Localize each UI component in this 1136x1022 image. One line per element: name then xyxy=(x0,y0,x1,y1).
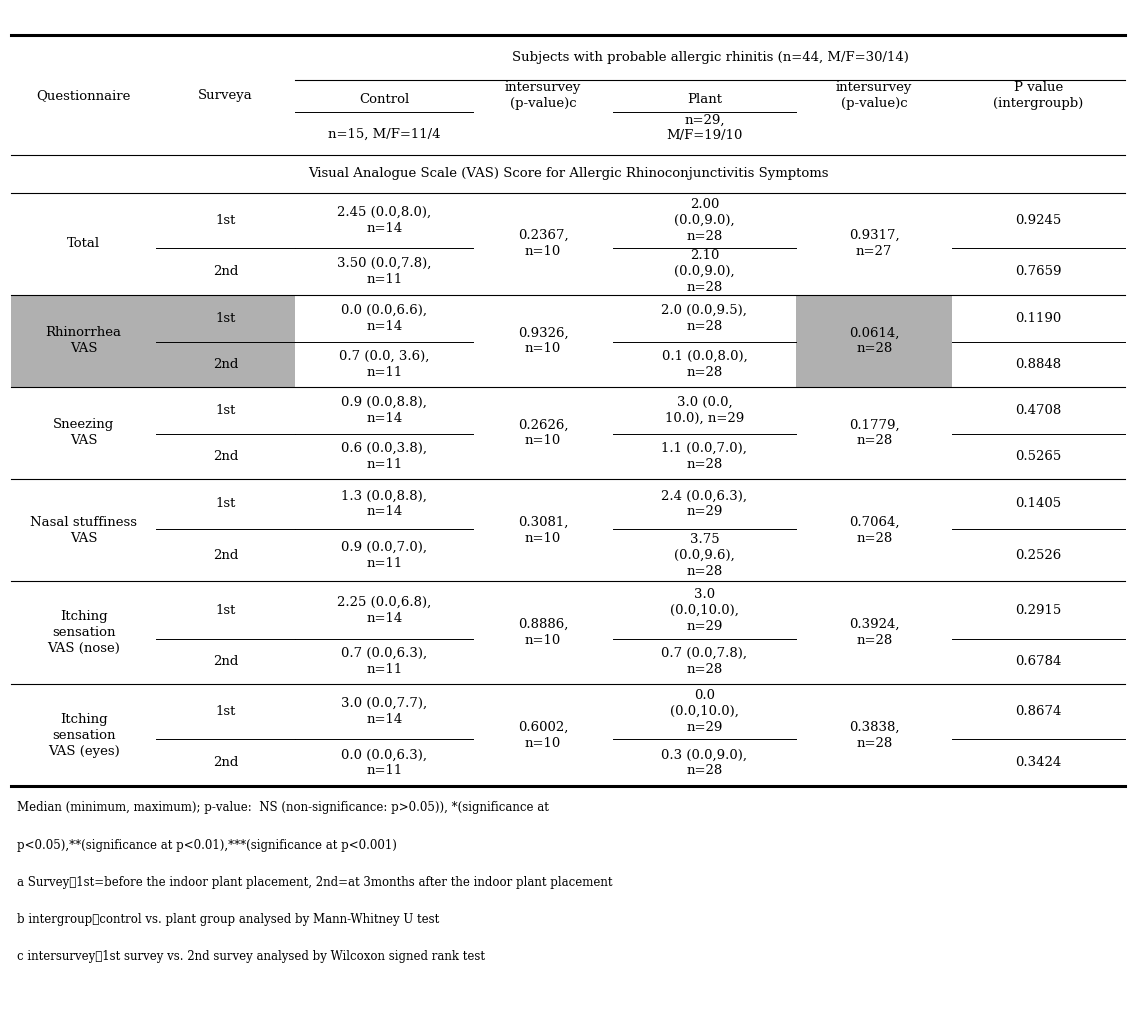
Text: 0.0614,
n=28: 0.0614, n=28 xyxy=(849,326,900,356)
Bar xyxy=(11,295,156,342)
Text: Control: Control xyxy=(359,93,409,106)
Text: 2nd: 2nd xyxy=(212,358,239,371)
Text: 1.1 (0.0,7.0),
n=28: 1.1 (0.0,7.0), n=28 xyxy=(661,443,747,471)
Text: 3.0 (0.0,
10.0), n=29: 3.0 (0.0, 10.0), n=29 xyxy=(665,397,744,425)
Text: Surveya: Surveya xyxy=(199,89,253,102)
Text: 3.75
(0.0,9.6),
n=28: 3.75 (0.0,9.6), n=28 xyxy=(674,532,735,577)
Text: n=29,
M/F=19/10: n=29, M/F=19/10 xyxy=(666,113,743,142)
Text: n=15, M/F=11/4: n=15, M/F=11/4 xyxy=(328,128,441,140)
Text: 0.9245: 0.9245 xyxy=(1016,214,1061,227)
Text: Questionnaire: Questionnaire xyxy=(36,89,131,102)
Text: 0.2367,
n=10: 0.2367, n=10 xyxy=(518,229,568,259)
Text: Nasal stuffiness
VAS: Nasal stuffiness VAS xyxy=(31,516,137,545)
Text: 2nd: 2nd xyxy=(212,450,239,463)
Bar xyxy=(156,295,295,342)
Text: 2.45 (0.0,8.0),
n=14: 2.45 (0.0,8.0), n=14 xyxy=(337,205,432,235)
Text: 0.4708: 0.4708 xyxy=(1016,404,1061,417)
Text: 3.50 (0.0,7.8),
n=11: 3.50 (0.0,7.8), n=11 xyxy=(337,257,432,286)
Text: 2nd: 2nd xyxy=(212,549,239,562)
Text: 0.3838,
n=28: 0.3838, n=28 xyxy=(849,721,900,750)
Text: 3.0 (0.0,7.7),
n=14: 3.0 (0.0,7.7), n=14 xyxy=(341,697,427,726)
Text: 0.7 (0.0,6.3),
n=11: 0.7 (0.0,6.3), n=11 xyxy=(341,647,427,677)
Bar xyxy=(156,342,295,387)
Text: 2nd: 2nd xyxy=(212,265,239,278)
Text: Itching
sensation
VAS (eyes): Itching sensation VAS (eyes) xyxy=(48,712,119,757)
Text: p<0.05),**(significance at p<0.01),***(significance at p<0.001): p<0.05),**(significance at p<0.01),***(s… xyxy=(17,838,396,851)
Text: 0.2526: 0.2526 xyxy=(1016,549,1061,562)
Text: 0.5265: 0.5265 xyxy=(1016,450,1061,463)
Text: 0.1 (0.0,8.0),
n=28: 0.1 (0.0,8.0), n=28 xyxy=(661,351,747,379)
Text: 2.0 (0.0,9.5),
n=28: 2.0 (0.0,9.5), n=28 xyxy=(661,305,747,333)
Text: 2nd: 2nd xyxy=(212,655,239,668)
Text: 0.7 (0.0,7.8),
n=28: 0.7 (0.0,7.8), n=28 xyxy=(661,647,747,677)
Bar xyxy=(11,342,156,387)
Text: 0.8886,
n=10: 0.8886, n=10 xyxy=(518,618,568,647)
Text: 0.3424: 0.3424 xyxy=(1016,756,1061,770)
Text: 2.10
(0.0,9.0),
n=28: 2.10 (0.0,9.0), n=28 xyxy=(674,248,735,294)
Text: 3.0
(0.0,10.0),
n=29: 3.0 (0.0,10.0), n=29 xyxy=(670,588,738,633)
Text: 0.3 (0.0,9.0),
n=28: 0.3 (0.0,9.0), n=28 xyxy=(661,748,747,778)
Text: Sneezing
VAS: Sneezing VAS xyxy=(53,418,115,448)
Text: 2nd: 2nd xyxy=(212,756,239,770)
Text: 1st: 1st xyxy=(216,705,236,718)
Text: 0.7064,
n=28: 0.7064, n=28 xyxy=(849,516,900,545)
Text: 0.6 (0.0,3.8),
n=11: 0.6 (0.0,3.8), n=11 xyxy=(341,443,427,471)
Text: Itching
sensation
VAS (nose): Itching sensation VAS (nose) xyxy=(48,610,120,655)
Text: 0.9326,
n=10: 0.9326, n=10 xyxy=(518,326,568,356)
Text: 0.6784: 0.6784 xyxy=(1016,655,1061,668)
Text: Plant: Plant xyxy=(687,93,721,106)
Text: 2.25 (0.0,6.8),
n=14: 2.25 (0.0,6.8), n=14 xyxy=(337,596,432,624)
Text: P value
(intergroupb): P value (intergroupb) xyxy=(993,81,1084,109)
Text: 0.8848: 0.8848 xyxy=(1016,358,1061,371)
Text: 1st: 1st xyxy=(216,604,236,617)
Text: Visual Analogue Scale (VAS) Score for Allergic Rhinoconjunctivitis Symptoms: Visual Analogue Scale (VAS) Score for Al… xyxy=(308,168,828,181)
Text: 1st: 1st xyxy=(216,312,236,325)
Text: 1.3 (0.0,8.8),
n=14: 1.3 (0.0,8.8), n=14 xyxy=(342,490,427,518)
Text: 0.7 (0.0, 3.6),
n=11: 0.7 (0.0, 3.6), n=11 xyxy=(340,351,429,379)
Text: 1st: 1st xyxy=(216,498,236,510)
Text: 0.2626,
n=10: 0.2626, n=10 xyxy=(518,418,568,448)
Text: 0.1779,
n=28: 0.1779, n=28 xyxy=(849,418,900,448)
Text: intersurvey
(p-value)c: intersurvey (p-value)c xyxy=(504,81,582,109)
Text: intersurvey
(p-value)c: intersurvey (p-value)c xyxy=(836,81,912,109)
Text: 0.9 (0.0,8.8),
n=14: 0.9 (0.0,8.8), n=14 xyxy=(342,397,427,425)
Text: 1st: 1st xyxy=(216,214,236,227)
Text: 0.0 (0.0,6.6),
n=14: 0.0 (0.0,6.6), n=14 xyxy=(341,305,427,333)
Text: 0.1405: 0.1405 xyxy=(1016,498,1061,510)
Text: 0.1190: 0.1190 xyxy=(1016,312,1061,325)
Text: 0.9317,
n=27: 0.9317, n=27 xyxy=(849,229,900,259)
Text: a Survey：1st=before the indoor plant placement, 2nd=at 3months after the indoor : a Survey：1st=before the indoor plant pla… xyxy=(17,876,612,888)
Bar xyxy=(796,295,952,342)
Text: 0.8674: 0.8674 xyxy=(1016,705,1061,718)
Text: 0.0
(0.0,10.0),
n=29: 0.0 (0.0,10.0), n=29 xyxy=(670,689,738,734)
Text: b intergroup：control vs. plant group analysed by Mann-Whitney U test: b intergroup：control vs. plant group ana… xyxy=(17,913,440,926)
Text: 0.3081,
n=10: 0.3081, n=10 xyxy=(518,516,568,545)
Text: Subjects with probable allergic rhinitis (n=44, M/F=30/14): Subjects with probable allergic rhinitis… xyxy=(511,51,909,64)
Text: 0.2915: 0.2915 xyxy=(1016,604,1061,617)
Text: 0.7659: 0.7659 xyxy=(1016,265,1062,278)
Text: 2.4 (0.0,6.3),
n=29: 2.4 (0.0,6.3), n=29 xyxy=(661,490,747,518)
Text: 0.3924,
n=28: 0.3924, n=28 xyxy=(849,618,900,647)
Text: Median (minimum, maximum); p-value:  NS (non-significance: p>0.05)), *(significa: Median (minimum, maximum); p-value: NS (… xyxy=(17,801,549,815)
Text: c intersurvey：1st survey vs. 2nd survey analysed by Wilcoxon signed rank test: c intersurvey：1st survey vs. 2nd survey … xyxy=(17,949,485,963)
Text: 0.0 (0.0,6.3),
n=11: 0.0 (0.0,6.3), n=11 xyxy=(341,748,427,778)
Text: 1st: 1st xyxy=(216,404,236,417)
Text: 0.6002,
n=10: 0.6002, n=10 xyxy=(518,721,568,750)
Text: 0.9 (0.0,7.0),
n=11: 0.9 (0.0,7.0), n=11 xyxy=(341,541,427,569)
Text: 2.00
(0.0,9.0),
n=28: 2.00 (0.0,9.0), n=28 xyxy=(674,197,735,242)
Bar xyxy=(796,342,952,387)
Text: Total: Total xyxy=(67,237,100,250)
Text: Rhinorrhea
VAS: Rhinorrhea VAS xyxy=(45,326,122,356)
